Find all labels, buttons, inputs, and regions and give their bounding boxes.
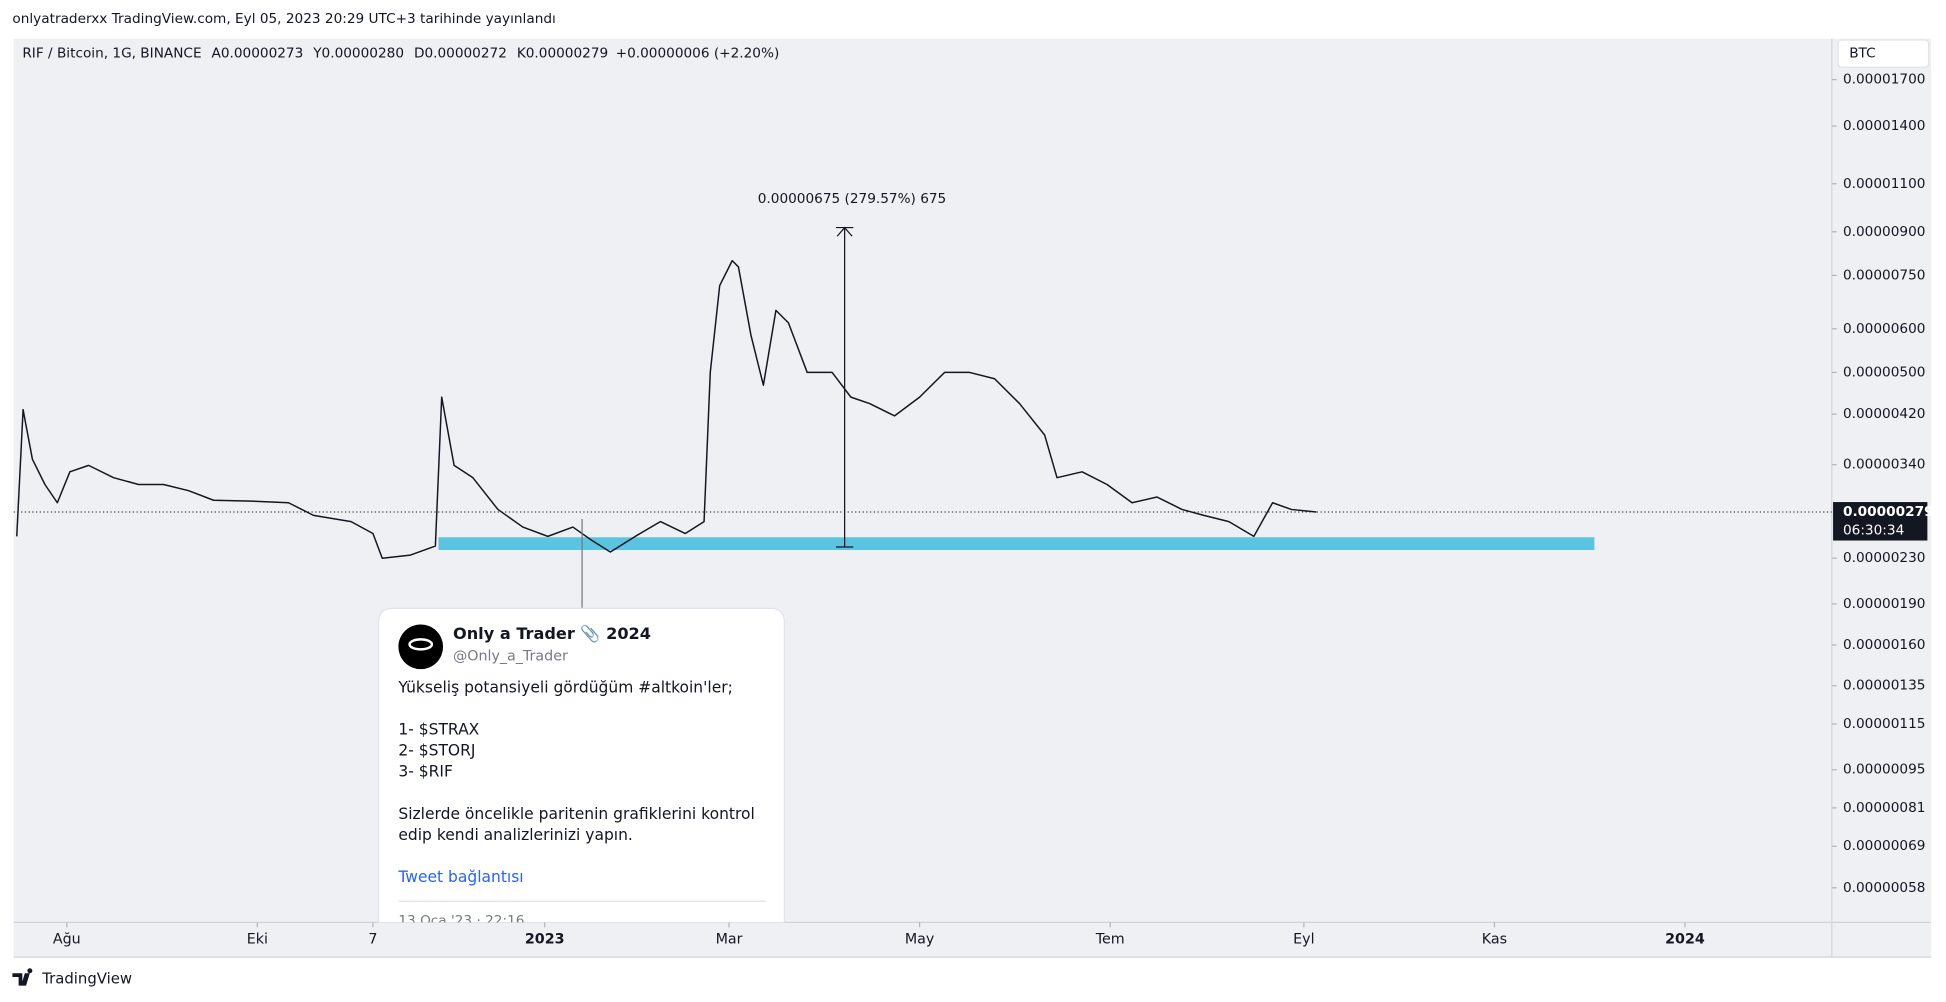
ohlc-value: A0.00000273	[212, 46, 304, 62]
legend: RIF / Bitcoin, 1G, BINANCE A0.00000273 Y0.…	[22, 46, 779, 62]
measure-ends	[835, 226, 854, 548]
tweet-date: 13 Oca '23 · 22:16	[398, 913, 524, 929]
avatar-mark	[408, 638, 434, 651]
y-tick-label: 0.00000058	[1843, 880, 1925, 896]
tweet-text: 3- $RIF	[398, 763, 453, 781]
change-value: +0.00000006 (+2.20%)	[616, 46, 780, 62]
x-tick-label: Tem	[1095, 932, 1125, 948]
tweet-text: Sizlerde öncelikle paritenin grafiklerin…	[398, 805, 754, 823]
y-tick-label: 0.00000190	[1843, 596, 1925, 612]
y-tick-label: 0.00000069	[1843, 838, 1925, 854]
plot: 0.00000675 (279.57%) 675 Only a Trader 📎 …	[13, 191, 1832, 929]
tweet-handle: @Only_a_Trader	[453, 649, 568, 665]
x-tick-label: Ağu	[53, 932, 81, 948]
x-tick-label: Kas	[1482, 932, 1507, 948]
ohlc-value: K0.00000279	[517, 46, 608, 62]
y-tick-label: 0.00000750	[1843, 267, 1925, 283]
y-tick-label: 0.00000340	[1843, 457, 1925, 473]
tweet-text: Yükseliş potansiyeli gördüğüm #altkoin'l…	[397, 678, 732, 696]
y-tick-label: 0.00001700	[1843, 72, 1925, 88]
tweet-text: 2- $STORJ	[398, 742, 475, 760]
y-tick-label: 0.00000160	[1843, 637, 1925, 653]
tweet-box	[377, 607, 785, 923]
support-zone	[438, 537, 1595, 551]
tweet-link[interactable]: Tweet bağlantısı	[397, 868, 523, 886]
x-tick-label: 2023	[525, 932, 565, 948]
y-tick-label: 0.00001100	[1843, 176, 1925, 192]
tradingview-logo	[12, 968, 33, 986]
last-price-label: 0.00000279	[1843, 504, 1934, 520]
symbol-title: RIF / Bitcoin, 1G, BINANCE	[22, 46, 201, 62]
x-tick-label: 7	[368, 932, 377, 948]
footer: TradingView	[41, 969, 132, 987]
tweet-text: edip kendi analizlerinizi yapın.	[398, 826, 632, 844]
currency-box	[1837, 39, 1930, 68]
currency: BTC	[1849, 46, 1875, 62]
x-tick-label: 2024	[1665, 932, 1705, 948]
y-tick-label: 0.00000500	[1843, 364, 1925, 380]
y-tick-label: 0.00000600	[1843, 321, 1925, 337]
y-tick-label: 0.00000135	[1843, 678, 1925, 694]
y-tick-label: 0.00000900	[1843, 224, 1925, 240]
y-tick-label: 0.00000230	[1843, 550, 1925, 566]
ohlc-value: D0.00000272	[414, 46, 507, 62]
overlay: onlyatraderxx TradingView.com, Eyl 05, 2…	[12, 11, 1934, 987]
y-tick-label: 0.00000081	[1843, 800, 1925, 816]
tweet-card: Only a Trader 📎 2024 @Only_a_Trader Yüksel…	[377, 518, 785, 929]
x-tick-label: Eyl	[1293, 932, 1314, 948]
tweet-avatar	[398, 624, 444, 670]
x-tick-label: Mar	[716, 932, 743, 948]
tweet-text: 1- $STRAX	[398, 720, 479, 738]
chart-area	[13, 38, 1932, 958]
header: onlyatraderxx TradingView.com, Eyl 05, 2…	[12, 11, 555, 27]
last-price-badge	[1833, 502, 1928, 541]
y-tick-label: 0.00000095	[1843, 762, 1925, 778]
y-tick-label: 0.00000420	[1843, 406, 1925, 422]
countdown: 06:30:34	[1843, 523, 1904, 539]
y-tick-label: 0.00000115	[1843, 716, 1925, 732]
price-line	[16, 259, 1317, 559]
x-tick-label: Eki	[247, 932, 268, 948]
ohlc-value: Y0.00000280	[312, 46, 404, 62]
tweet-name: Only a Trader 📎 2024	[453, 623, 651, 644]
measure-label: 0.00000675 (279.57%) 675	[758, 191, 947, 207]
y-tick-label: 0.00001400	[1843, 118, 1925, 134]
logo-mark	[12, 968, 33, 986]
x-tick-label: May	[905, 932, 935, 948]
